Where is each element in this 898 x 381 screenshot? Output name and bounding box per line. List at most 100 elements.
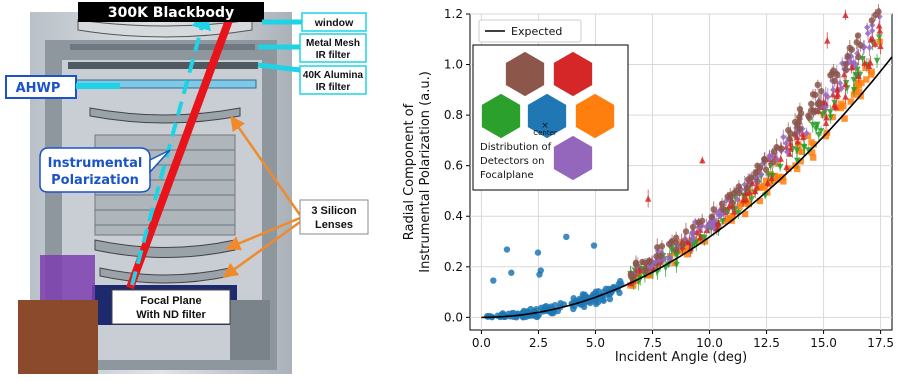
data-point bbox=[801, 144, 808, 151]
data-point bbox=[699, 156, 706, 164]
data-point bbox=[770, 148, 778, 155]
data-point bbox=[846, 44, 853, 52]
data-point bbox=[719, 218, 726, 225]
inset-text-2: Detectors on bbox=[480, 156, 544, 167]
data-point bbox=[873, 57, 881, 65]
data-point bbox=[682, 228, 690, 235]
expected-curve bbox=[481, 56, 893, 319]
data-point bbox=[803, 130, 810, 137]
x-tick-label: 5.0 bbox=[586, 336, 605, 350]
detector-wafer bbox=[526, 92, 568, 140]
data-point bbox=[804, 132, 812, 140]
y-tick-label: 0.2 bbox=[444, 260, 463, 274]
data-point bbox=[673, 246, 680, 254]
ahwp-label: AHWP bbox=[16, 81, 61, 96]
data-point bbox=[696, 233, 704, 241]
detector-wafer bbox=[504, 50, 546, 98]
axis-ticks: 0.0 2.5 5.0 7.5 10.0 12.5 15.0 17.5 0.0 0.2 0.4 0.6… bbox=[444, 7, 894, 350]
data-point bbox=[586, 299, 594, 307]
data-point bbox=[868, 17, 876, 24]
inset-text-3: Focalplane bbox=[480, 170, 534, 181]
legend-expected: Expected bbox=[511, 25, 562, 38]
y-tick-label: 0.4 bbox=[444, 209, 463, 223]
data-point bbox=[729, 199, 736, 207]
data-point bbox=[647, 272, 654, 279]
data-point bbox=[672, 234, 680, 241]
lens-pointer-2 bbox=[225, 216, 301, 251]
data-point bbox=[634, 272, 642, 279]
data-point bbox=[756, 184, 764, 192]
data-point bbox=[795, 147, 802, 154]
data-point bbox=[632, 259, 640, 267]
data-point bbox=[850, 86, 858, 94]
data-point bbox=[842, 93, 849, 100]
instrumental-label-line1: Instrumental bbox=[48, 156, 143, 171]
data-point bbox=[706, 222, 714, 229]
data-point bbox=[762, 166, 770, 173]
data-point bbox=[776, 163, 784, 171]
data-point bbox=[657, 252, 664, 260]
data-point bbox=[536, 271, 543, 278]
data-point bbox=[490, 277, 497, 284]
data-point bbox=[774, 173, 781, 181]
focal-label-line2: With ND filter bbox=[136, 309, 206, 321]
data-point bbox=[841, 115, 848, 122]
data-point bbox=[810, 109, 817, 116]
x-tick-label: 15.0 bbox=[810, 336, 837, 350]
data-point bbox=[641, 259, 649, 267]
data-point bbox=[791, 131, 799, 138]
data-point bbox=[721, 217, 728, 225]
data-point bbox=[735, 210, 742, 217]
data-point bbox=[822, 132, 830, 140]
blackbody-bar bbox=[78, 2, 264, 22]
data-point bbox=[827, 109, 834, 116]
data-point bbox=[861, 59, 868, 66]
data-point bbox=[557, 300, 564, 307]
data-point bbox=[871, 40, 879, 47]
data-point bbox=[725, 202, 733, 210]
support-structure bbox=[230, 300, 270, 360]
data-point bbox=[842, 66, 850, 74]
data-point bbox=[838, 85, 845, 92]
detector-wafer bbox=[552, 50, 594, 98]
data-point bbox=[693, 228, 701, 236]
data-point bbox=[769, 159, 777, 166]
data-point bbox=[746, 189, 753, 196]
incident-ray bbox=[126, 10, 236, 290]
data-point bbox=[828, 70, 836, 77]
data-point bbox=[737, 200, 745, 207]
blackbody-label: 300K Blackbody bbox=[108, 5, 234, 21]
data-point bbox=[590, 242, 598, 249]
data-point bbox=[877, 42, 884, 50]
data-point bbox=[769, 177, 777, 185]
data-point bbox=[818, 87, 825, 95]
data-point bbox=[810, 141, 817, 148]
lenses-label-line1: 3 Silicon bbox=[311, 205, 357, 217]
data-point bbox=[630, 273, 637, 280]
data-point bbox=[503, 246, 511, 253]
data-point bbox=[842, 80, 849, 88]
data-point bbox=[520, 307, 528, 315]
data-point bbox=[758, 171, 765, 178]
lens-pointer-3 bbox=[222, 220, 301, 278]
data-point bbox=[822, 119, 830, 126]
y-tick-label: 1.0 bbox=[444, 58, 463, 72]
data-point bbox=[842, 60, 849, 68]
detector-wafer bbox=[552, 134, 594, 182]
data-point bbox=[785, 127, 792, 134]
data-point bbox=[824, 37, 831, 44]
data-point bbox=[748, 196, 755, 203]
data-point bbox=[814, 81, 821, 89]
data-point bbox=[741, 210, 749, 218]
x-tick-label: 10.0 bbox=[696, 336, 723, 350]
data-point bbox=[534, 249, 542, 256]
data-point bbox=[805, 147, 812, 154]
data-point bbox=[677, 248, 685, 255]
data-point bbox=[742, 200, 749, 207]
instrumental-label-line2: Polarization bbox=[51, 173, 139, 188]
focal-label-box bbox=[111, 289, 231, 325]
receiver-diagram: 300K Blackbody window Metal Mesh IR filt… bbox=[5, 2, 369, 374]
data-point bbox=[853, 39, 860, 46]
data-point bbox=[592, 300, 600, 308]
data-point bbox=[743, 184, 751, 192]
